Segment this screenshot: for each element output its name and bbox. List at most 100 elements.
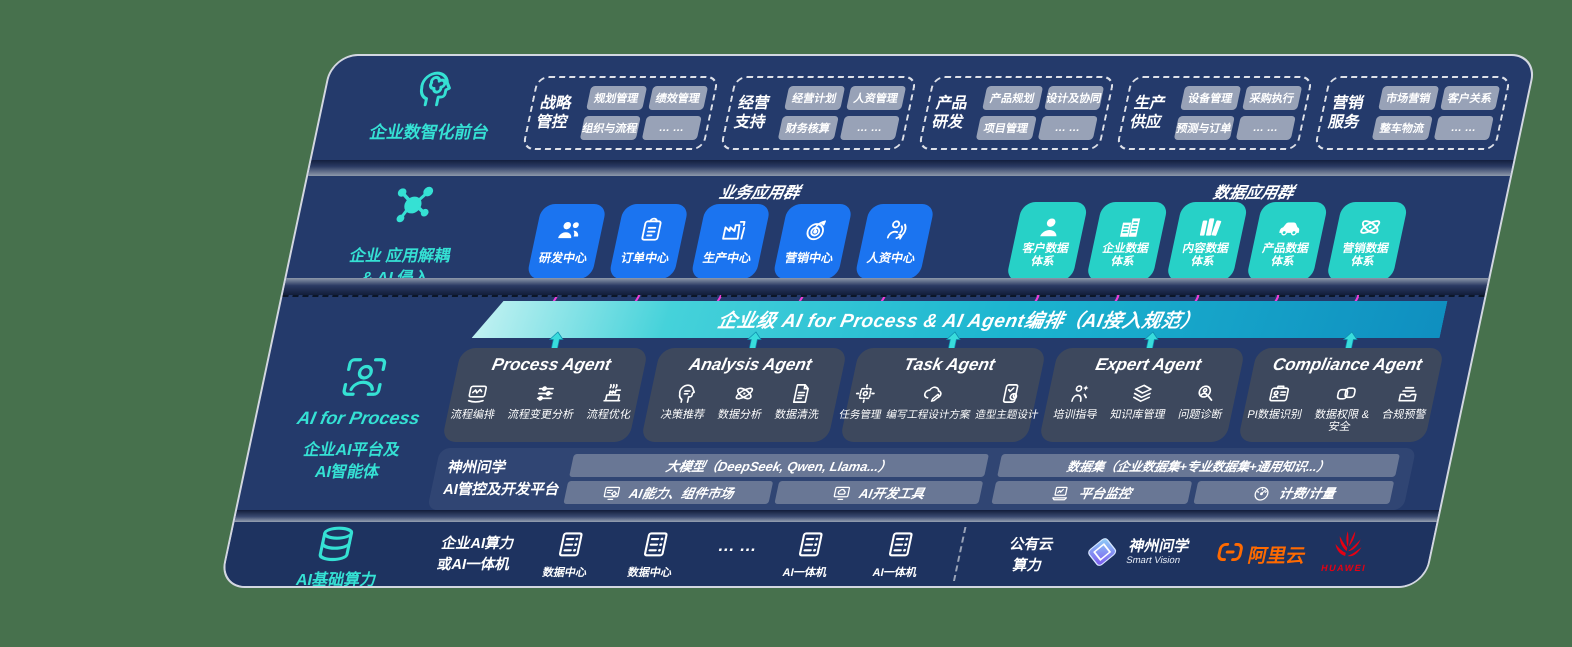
person-icon (1035, 214, 1067, 240)
agent-capability: 数据清洗 (773, 382, 825, 422)
agent-capability: 任务管理 (838, 382, 888, 421)
agent-capability: 知识库管理 (1109, 382, 1172, 422)
atom-icon (1355, 214, 1387, 240)
agent-capability: 编写工程设计方案 (885, 382, 977, 421)
group-item: 项目管理 (975, 116, 1037, 140)
diagram-board: 企业数智化前台 战略 管控 规划管理 绩效管理 组织与流程 … … 经营 支持 经营… (218, 54, 1539, 588)
ai-platform-label-line2: 企业AI平台及 (301, 442, 402, 459)
books-icon (1195, 214, 1227, 240)
enterprise-compute-line1: 企业AI算力 (439, 536, 516, 552)
infra-label: AI基础算力 (294, 572, 378, 588)
data-customer: 客户数据 体系 (1005, 202, 1089, 281)
layers-icon (1128, 382, 1156, 405)
screen-cloud-icon (831, 484, 853, 502)
agents-row: Process Agent 流程编排 流程变更分析 流程优化 Analysis … (441, 348, 1445, 442)
huawei-logo-icon (1328, 527, 1369, 561)
step-edge-3 (234, 510, 1440, 522)
billing-metering-cell: 计费/计量 (1193, 481, 1395, 504)
app-rd-center: 研发中心 (526, 204, 608, 279)
business-apps-row: 研发中心 订单中心 生产中心 营销中心 人资中心 (526, 204, 936, 279)
agent-capability: 合规预警 (1378, 382, 1433, 433)
agent-capability: 造型主题设计 (974, 382, 1045, 421)
app-hr-center: 人资中心 (854, 204, 936, 279)
team-icon (553, 217, 585, 243)
step-edge-1 (308, 160, 1514, 176)
group-item: 规划管理 (586, 86, 647, 110)
ai-governance-platform-strip: 神州问学 AI管控及开发平台 大模型（DeepSeek, Qwen, Llama… (427, 448, 1417, 510)
group-item: 绩效管理 (647, 86, 709, 110)
ai-platform-label-line3: AI智能体 (313, 464, 381, 481)
group-item: 设计及协同 (1043, 86, 1105, 110)
front-office-groups: 战略 管控 规划管理 绩效管理 组织与流程 … … 经营 支持 经营计划 人资管理 … (521, 76, 1512, 150)
agent-capability: 数据分析 (716, 382, 768, 422)
database-icon (312, 524, 361, 564)
car-icon (1275, 214, 1307, 240)
factory-icon (717, 217, 749, 243)
sliders-icon (531, 382, 559, 405)
group-product-rd: 产品 研发 产品规划 设计及协同 项目管理 … … (917, 76, 1116, 150)
vertical-divider (952, 527, 967, 581)
ai-for-process-label: AI for Process (295, 408, 422, 428)
group-item: 经营计划 (784, 86, 845, 110)
group-item: … … (1235, 116, 1296, 140)
aliyun-logo-icon (1213, 538, 1247, 566)
enterprise-compute-line2: 或AI一体机 (435, 557, 512, 573)
group-item: … … (641, 116, 702, 140)
group-item: 整车物流 (1371, 116, 1433, 140)
task-agent-card: Task Agent 任务管理 编写工程设计方案 造型主题设计 (838, 348, 1047, 442)
alert-inbox-icon (1395, 382, 1423, 405)
data-content: 内容数据 体系 (1165, 202, 1249, 281)
target-icon (799, 217, 831, 243)
group-item: 人资管理 (845, 86, 907, 110)
screen-gear-icon (601, 484, 623, 502)
group-item: 市场营销 (1378, 86, 1439, 110)
laptop-chart-icon (1050, 484, 1072, 502)
task-grid-icon (851, 382, 879, 405)
agent-capability: 流程优化 (585, 382, 637, 422)
group-production-supply: 生产 供应 设备管理 采购执行 预测与订单 … … (1115, 76, 1314, 150)
group-title: 产品 研发 (930, 94, 970, 131)
group-item: 预测与订单 (1173, 116, 1235, 140)
app-production-center: 生产中心 (690, 204, 772, 279)
data-apps-row: 客户数据 体系 企业数据 体系 内容数据 体系 产品数据 体系 营销数据 体系 (1005, 202, 1409, 281)
clipboard-icon (635, 217, 667, 243)
group-item: 客户关系 (1439, 86, 1501, 110)
public-cloud-line1: 公有云 (1008, 537, 1056, 553)
id-card-icon (1265, 382, 1293, 405)
llm-models-bar: 大模型（DeepSeek, Qwen, Llama...） (569, 454, 989, 477)
huawei-name: HUAWEI (1320, 563, 1368, 573)
process-agent-card: Process Agent 流程编排 流程变更分析 流程优化 (441, 348, 649, 442)
molecule-icon (385, 182, 441, 228)
data-product: 产品数据 体系 (1245, 202, 1329, 281)
dataset-bar: 数据集（企业数据集+专业数据集+通用知识...） (997, 454, 1400, 477)
app-marketing-center: 营销中心 (772, 204, 854, 279)
group-title: 生产 供应 (1128, 94, 1168, 131)
tablet-design-icon (997, 382, 1025, 405)
node-label: 数据中心 (626, 567, 673, 579)
diagnose-icon (1191, 382, 1219, 405)
agent-capability: 问题诊断 (1177, 382, 1229, 422)
gauge-icon (1251, 484, 1273, 502)
data-lock-icon (1333, 382, 1361, 405)
server-icon (638, 529, 674, 559)
building-icon (1115, 214, 1147, 240)
node-label: AI一体机 (871, 567, 918, 579)
smartvision-name-en: Smart Vision (1125, 555, 1182, 566)
data-enterprise: 企业数据 体系 (1085, 202, 1169, 281)
group-item: 采购执行 (1241, 86, 1303, 110)
business-apps-title: 业务应用群 (717, 185, 802, 202)
group-item: 组织与流程 (579, 116, 641, 140)
agent-capability: 流程编排 (449, 382, 501, 422)
data-apps-title: 数据应用群 (1211, 185, 1296, 202)
head-chat-icon (673, 382, 701, 405)
person-focus-icon (336, 354, 392, 400)
smartvision-logo-icon (1080, 534, 1124, 570)
machine-icon (599, 382, 627, 405)
ai-capability-market-cell: AI能力、组件市场 (563, 481, 773, 504)
group-item: 财务核算 (777, 116, 839, 140)
front-office-label: 企业数智化前台 (367, 123, 491, 142)
step-edge-2 (282, 278, 1489, 295)
node-label: 数据中心 (541, 567, 588, 579)
ellipsis-nodes: … … (716, 536, 759, 555)
